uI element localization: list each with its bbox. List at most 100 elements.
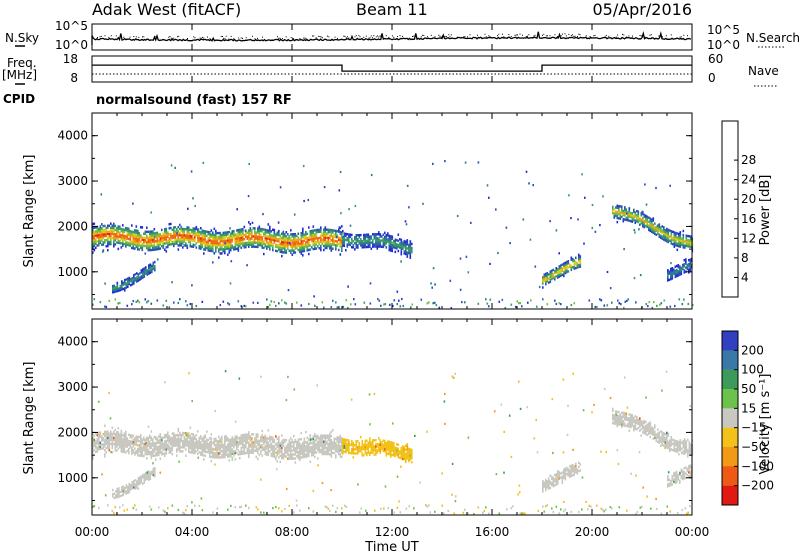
scatter-cell (290, 229, 292, 232)
near-range-cell (168, 306, 171, 309)
scatter-cell (579, 463, 582, 466)
scatter-cell (646, 429, 649, 433)
scatter-cell (649, 225, 652, 229)
scatter-cell (281, 232, 283, 235)
scatter-cell (255, 241, 258, 244)
scatter-cell (406, 453, 409, 456)
scatter-cell (381, 235, 383, 238)
scatter-cell (317, 442, 319, 446)
scatter-cell (281, 238, 283, 242)
near-range-cell (347, 306, 349, 310)
scatter-cell (179, 223, 181, 227)
scatter-cell (176, 238, 178, 241)
scatter-cell (364, 443, 367, 447)
scatter-cell (140, 244, 142, 247)
scatter-cell (227, 253, 229, 256)
scatter-cell (364, 439, 367, 443)
scatter-cell (144, 438, 147, 442)
scatter-cell (293, 241, 295, 244)
scatter-cell (159, 435, 162, 438)
scatter-cell (113, 226, 115, 230)
scatter-cell (122, 434, 124, 437)
scatter-cell (269, 246, 271, 249)
scatter-cell (287, 449, 289, 452)
scatter-cell (125, 445, 127, 448)
scatter-cell (317, 447, 319, 450)
scatter-cell (128, 452, 130, 455)
scatter-cell (135, 225, 138, 228)
scatter-cell (272, 236, 274, 240)
scatter-cell (200, 237, 202, 240)
near-range-cell (93, 298, 96, 301)
scatter-cell (257, 449, 259, 453)
scatter-cell (147, 448, 150, 452)
near-range-cell (387, 506, 390, 510)
scatter-cell (637, 216, 640, 220)
scatter-cell (318, 247, 321, 250)
scatter-cell (384, 237, 386, 241)
scatter-cell (104, 432, 106, 436)
scatter-cell (551, 477, 553, 481)
scatter-cell (143, 238, 145, 242)
scatter-cell (142, 272, 144, 275)
scatter-cell (138, 248, 141, 251)
scatter-cell (245, 451, 247, 455)
scatter-cell (236, 437, 238, 440)
scatter-cell (311, 445, 313, 449)
scatter-cell (332, 237, 334, 240)
scatter-cell (272, 454, 274, 458)
scatter-cell (394, 242, 397, 246)
isolated-echo (192, 197, 194, 200)
scatter-cell (201, 243, 204, 247)
scatter-cell (679, 271, 681, 274)
scatter-cell (545, 488, 547, 492)
scatter-cell (563, 474, 565, 478)
scatter-cell (335, 246, 337, 249)
scatter-cell (132, 232, 135, 236)
scatter-cell (245, 437, 247, 441)
y-tick-label: 2000 (57, 219, 88, 233)
scatter-cell (177, 440, 180, 443)
scatter-cell (148, 270, 150, 273)
near-range-cell (360, 507, 363, 510)
scatter-cell (245, 435, 247, 439)
scatter-cell (129, 446, 132, 449)
scatter-cell (652, 229, 655, 233)
near-range-cell (627, 298, 630, 301)
scatter-cell (135, 437, 138, 440)
scatter-cell (191, 237, 193, 240)
scatter-cell (573, 261, 576, 264)
scatter-cell (397, 245, 400, 249)
scatter-cell (239, 240, 241, 244)
scatter-cell (363, 454, 365, 457)
scatter-cell (230, 236, 232, 240)
scatter-cell (149, 267, 152, 270)
scatter-cell (231, 456, 234, 460)
near-range-cell (510, 507, 513, 510)
scatter-cell (372, 233, 374, 236)
near-range-cell (117, 302, 120, 305)
scatter-cell (381, 239, 383, 242)
near-range-cell (447, 509, 450, 512)
scatter-cell (317, 228, 319, 232)
scatter-cell (326, 440, 328, 444)
scatter-cell (278, 450, 280, 453)
scatter-cell (689, 470, 692, 473)
scatter-cell (116, 237, 118, 240)
scatter-cell (569, 263, 571, 266)
scatter-cell (324, 444, 327, 448)
scatter-cell (201, 447, 204, 451)
scatter-cell (543, 277, 546, 280)
scatter-cell (333, 447, 336, 451)
near-range-cell (554, 299, 556, 302)
near-range-cell (245, 305, 247, 308)
isolated-echo (591, 203, 594, 207)
scatter-cell (182, 444, 184, 447)
scatter-cell (257, 435, 259, 438)
scatter-cell (243, 225, 246, 229)
isolated-echo (655, 186, 657, 190)
scatter-cell (369, 245, 371, 249)
scatter-cell (243, 448, 246, 451)
scatter-cell (182, 246, 184, 249)
near-range-cell (626, 299, 628, 302)
